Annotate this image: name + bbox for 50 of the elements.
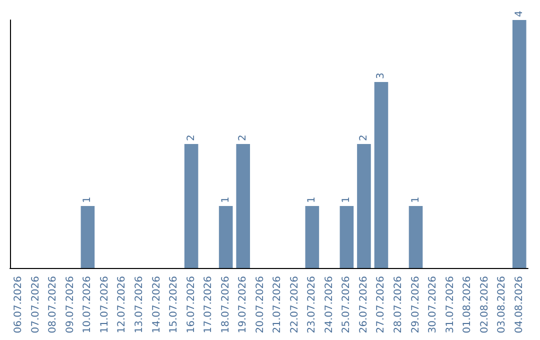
x-tick-label: 11.07.2026 <box>99 276 110 334</box>
x-tick-label: 02.08.2026 <box>479 276 490 334</box>
x-tick-label: 16.07.2026 <box>186 276 197 334</box>
x-tick-label: 31.07.2026 <box>444 276 456 334</box>
bar <box>408 206 423 268</box>
data-label: 2 <box>238 134 249 141</box>
x-tick-label: 07.07.2026 <box>30 276 42 334</box>
x-tick-label: 09.07.2026 <box>64 276 76 334</box>
x-tick-label: 19.07.2026 <box>238 276 249 334</box>
bar <box>305 206 320 268</box>
bar <box>340 206 354 268</box>
x-tick-label: 23.07.2026 <box>306 276 318 334</box>
bar <box>236 144 250 268</box>
x-tick-label: 04.08.2026 <box>514 276 525 334</box>
bar <box>218 206 233 268</box>
x-tick-label: 08.07.2026 <box>48 276 59 334</box>
x-tick-label: 29.07.2026 <box>410 276 422 334</box>
x-tick-label: 20.07.2026 <box>254 276 266 334</box>
x-tick-label: 18.07.2026 <box>220 276 232 334</box>
x-tick-label: 30.07.2026 <box>428 276 439 334</box>
bar <box>80 206 95 268</box>
bar <box>357 144 371 268</box>
data-label: 1 <box>220 196 232 203</box>
data-label: 1 <box>82 196 94 203</box>
x-tick-label: 01.08.2026 <box>462 276 474 334</box>
x-tick-label: 24.07.2026 <box>324 276 335 334</box>
x-tick-label: 21.07.2026 <box>272 276 284 334</box>
x-tick-label: 14.07.2026 <box>151 276 162 334</box>
x-tick-label: 12.07.2026 <box>116 276 128 334</box>
bar <box>374 82 388 268</box>
bar <box>184 144 198 268</box>
data-label: 1 <box>410 196 422 203</box>
data-label: 4 <box>514 10 525 17</box>
data-label: 1 <box>341 196 352 203</box>
x-tick-label: 03.08.2026 <box>496 276 508 334</box>
data-label: 2 <box>358 134 370 141</box>
x-tick-label: 22.07.2026 <box>289 276 300 334</box>
data-label: 1 <box>306 196 318 203</box>
x-tick-label: 17.07.2026 <box>203 276 214 334</box>
x-tick-label: 15.07.2026 <box>168 276 180 334</box>
x-tick-label: 27.07.2026 <box>376 276 387 334</box>
data-label: 2 <box>186 134 197 141</box>
x-tick-label: 06.07.2026 <box>13 276 24 334</box>
x-tick-label: 28.07.2026 <box>393 276 404 334</box>
x-tick-label: 26.07.2026 <box>358 276 370 334</box>
x-tick-label: 13.07.2026 <box>134 276 145 334</box>
data-label: 3 <box>376 72 387 79</box>
x-tick-label: 10.07.2026 <box>82 276 94 334</box>
bar <box>512 20 526 268</box>
x-tick-label: 25.07.2026 <box>341 276 352 334</box>
